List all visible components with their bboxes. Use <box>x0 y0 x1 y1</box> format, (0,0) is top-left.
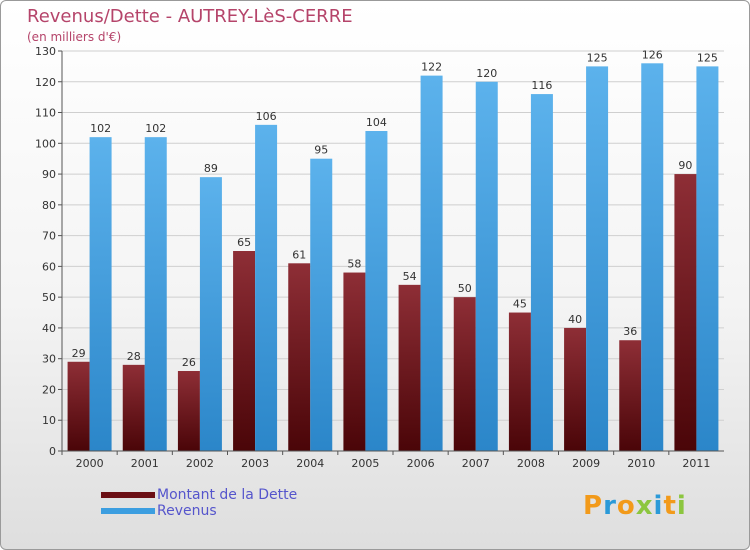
x-tick-label: 2000 <box>76 457 104 470</box>
data-label-revenus: 104 <box>366 116 387 129</box>
chart-subtitle: (en milliers d'€) <box>27 30 122 44</box>
bar-dette <box>564 327 587 451</box>
y-tick-label: 100 <box>35 137 56 150</box>
data-label-dette: 36 <box>623 325 637 338</box>
data-label-revenus: 120 <box>476 67 497 80</box>
bars: 29 102 28 102 26 89 65 106 61 95 58 104 54 122 50 120 45… <box>67 48 719 452</box>
data-label-dette: 29 <box>72 347 86 360</box>
bar-revenus <box>144 137 167 451</box>
y-tick-label: 110 <box>35 107 56 120</box>
data-label-revenus: 95 <box>314 144 328 157</box>
data-label-revenus: 116 <box>531 79 552 92</box>
y-tick-label: 120 <box>35 76 56 89</box>
data-label-dette: 26 <box>182 356 196 369</box>
bar-dette <box>674 174 697 452</box>
data-label-dette: 58 <box>347 258 361 271</box>
x-tick-label: 2010 <box>627 457 655 470</box>
logo-letter: P <box>583 491 604 521</box>
data-label-revenus: 122 <box>421 61 442 74</box>
proxiti-logo: Proxiti <box>583 491 687 521</box>
y-tick-label: 40 <box>42 322 56 335</box>
y-tick-label: 20 <box>42 383 56 396</box>
x-tick-label: 2011 <box>682 457 710 470</box>
data-label-revenus: 89 <box>204 162 218 175</box>
x-tick-label: 2006 <box>407 457 435 470</box>
y-tick-label: 0 <box>49 445 56 458</box>
y-tick-label: 30 <box>42 353 56 366</box>
legend-item-revenus: Revenus <box>101 503 297 519</box>
logo-letter: x <box>635 491 654 521</box>
legend-swatch-revenus <box>101 508 155 514</box>
y-tick-label: 70 <box>42 230 56 243</box>
x-tick-label: 2009 <box>572 457 600 470</box>
logo-letter: i <box>676 491 687 521</box>
x-tick-label: 2003 <box>241 457 269 470</box>
legend: Montant de la Dette Revenus <box>101 487 297 519</box>
data-label-revenus: 126 <box>642 48 663 61</box>
bar-dette <box>343 272 366 451</box>
x-tick-label: 2001 <box>131 457 159 470</box>
bar-dette <box>122 364 145 451</box>
data-label-dette: 45 <box>513 298 527 311</box>
data-label-revenus: 106 <box>256 110 277 123</box>
bar-revenus <box>89 137 112 451</box>
data-label-dette: 40 <box>568 313 582 326</box>
bar-revenus <box>530 94 553 452</box>
bar-revenus <box>199 177 222 451</box>
data-label-dette: 90 <box>678 159 692 172</box>
legend-label-revenus: Revenus <box>157 503 217 519</box>
data-label-dette: 61 <box>292 248 306 261</box>
data-label-revenus: 125 <box>697 51 718 64</box>
data-label-revenus: 102 <box>90 122 111 135</box>
x-tick-label: 2002 <box>186 457 214 470</box>
logo-letter: o <box>616 491 636 521</box>
data-label-revenus: 102 <box>145 122 166 135</box>
logo-letter: r <box>603 491 617 521</box>
bar-dette <box>233 251 256 451</box>
data-label-dette: 28 <box>127 350 141 363</box>
chart-title: Revenus/Dette - AUTREY-LèS-CERRE <box>27 6 353 27</box>
x-tick-label: 2004 <box>296 457 324 470</box>
axes: 0 10 20 30 40 50 60 70 80 90 100 110 120 130 2000 2001 2… <box>35 45 724 470</box>
data-label-dette: 65 <box>237 236 251 249</box>
data-label-dette: 54 <box>403 270 417 283</box>
bar-dette <box>453 297 476 451</box>
bar-revenus <box>586 66 609 451</box>
x-tick-label: 2008 <box>517 457 545 470</box>
bar-revenus <box>365 131 388 451</box>
logo-letter: t <box>663 491 677 521</box>
data-label-dette: 50 <box>458 282 472 295</box>
bar-dette <box>177 371 200 451</box>
y-tick-label: 130 <box>35 45 56 58</box>
legend-label-dette: Montant de la Dette <box>157 487 298 503</box>
bar-revenus <box>475 81 498 452</box>
bar-dette <box>398 284 421 451</box>
y-tick-label: 80 <box>42 199 56 212</box>
grid-lines <box>62 50 724 421</box>
bar-dette <box>288 263 311 451</box>
y-tick-label: 90 <box>42 168 56 181</box>
bar-revenus <box>255 124 278 451</box>
y-tick-label: 50 <box>42 291 56 304</box>
x-tick-label: 2005 <box>351 457 379 470</box>
bar-revenus <box>420 75 443 451</box>
bar-revenus <box>641 63 664 452</box>
x-tick-label: 2007 <box>462 457 490 470</box>
y-tick-label: 10 <box>42 414 56 427</box>
bar-dette <box>508 312 531 451</box>
legend-item-dette: Montant de la Dette <box>101 487 297 503</box>
y-tick-label: 60 <box>42 260 56 273</box>
bar-revenus <box>310 158 333 451</box>
data-label-revenus: 125 <box>587 51 608 64</box>
bar-dette <box>619 340 642 451</box>
bar-dette <box>67 361 90 451</box>
logo-letter: i <box>653 491 664 521</box>
legend-swatch-dette <box>101 492 155 498</box>
bar-revenus <box>696 66 719 451</box>
